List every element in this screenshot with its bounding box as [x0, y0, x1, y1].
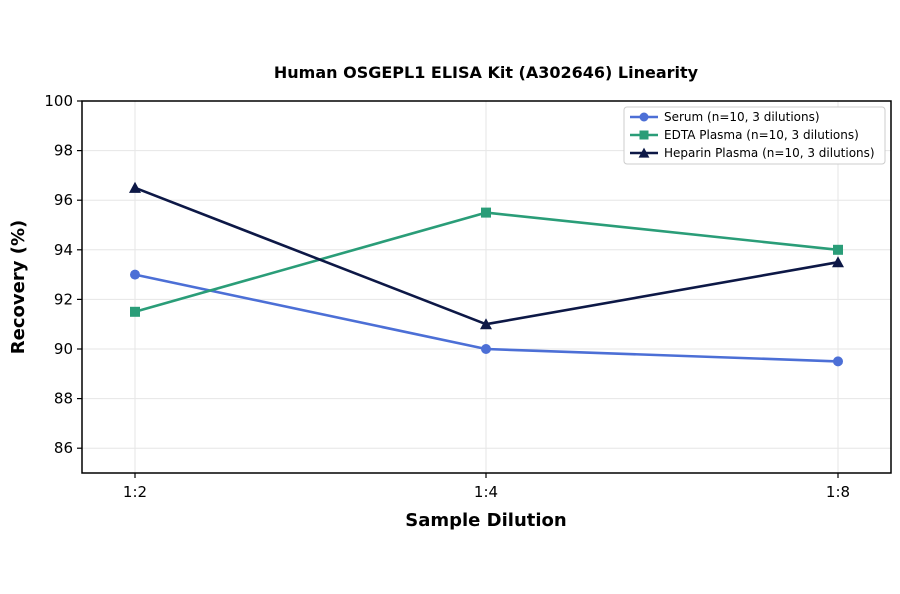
chart-title: Human OSGEPL1 ELISA Kit (A302646) Linear… [274, 63, 699, 82]
y-axis: 86 88 90 92 94 96 98 100 [44, 92, 82, 457]
x-axis-label: Sample Dilution [405, 510, 566, 531]
y-tick-label: 100 [44, 92, 73, 110]
data-point [480, 318, 492, 330]
data-point [833, 356, 843, 367]
data-point [832, 256, 844, 268]
series-1 [130, 269, 843, 367]
y-tick-label: 92 [54, 290, 73, 308]
series-3 [129, 181, 844, 330]
y-tick-label: 96 [54, 191, 73, 209]
data-point [130, 306, 140, 317]
legend-item: Heparin Plasma (n=10, 3 dilutions) [630, 146, 875, 160]
data-point [130, 269, 140, 280]
y-tick-label: 98 [54, 142, 73, 160]
data-point [481, 344, 491, 354]
legend-label: Heparin Plasma (n=10, 3 dilutions) [664, 146, 875, 160]
legend-item: EDTA Plasma (n=10, 3 dilutions) [630, 128, 859, 142]
legend-item: Serum (n=10, 3 dilutions) [630, 110, 820, 124]
legend-marker [638, 147, 650, 158]
legend-label: Serum (n=10, 3 dilutions) [664, 110, 820, 124]
x-tick-label: 1:4 [474, 483, 498, 501]
x-tick-label: 1:8 [826, 483, 850, 501]
data-point [129, 181, 141, 193]
data-point [833, 244, 843, 255]
data-point [481, 207, 491, 218]
y-tick-label: 88 [54, 390, 73, 408]
legend-label: EDTA Plasma (n=10, 3 dilutions) [664, 128, 859, 142]
series-layer [129, 181, 844, 367]
x-tick-label: 1:2 [123, 483, 147, 501]
legend: Serum (n=10, 3 dilutions) EDTA Plasma (n=… [623, 106, 886, 165]
y-tick-label: 86 [54, 439, 73, 457]
y-axis-label: Recovery (%) [8, 220, 29, 354]
x-axis: 1:2 1:4 1:8 [123, 473, 850, 501]
legend-marker [639, 130, 649, 140]
legend-box [623, 106, 886, 165]
y-tick-label: 94 [54, 241, 73, 259]
series-2 [130, 207, 843, 317]
legend-marker [639, 112, 649, 122]
y-tick-label: 90 [54, 340, 73, 358]
